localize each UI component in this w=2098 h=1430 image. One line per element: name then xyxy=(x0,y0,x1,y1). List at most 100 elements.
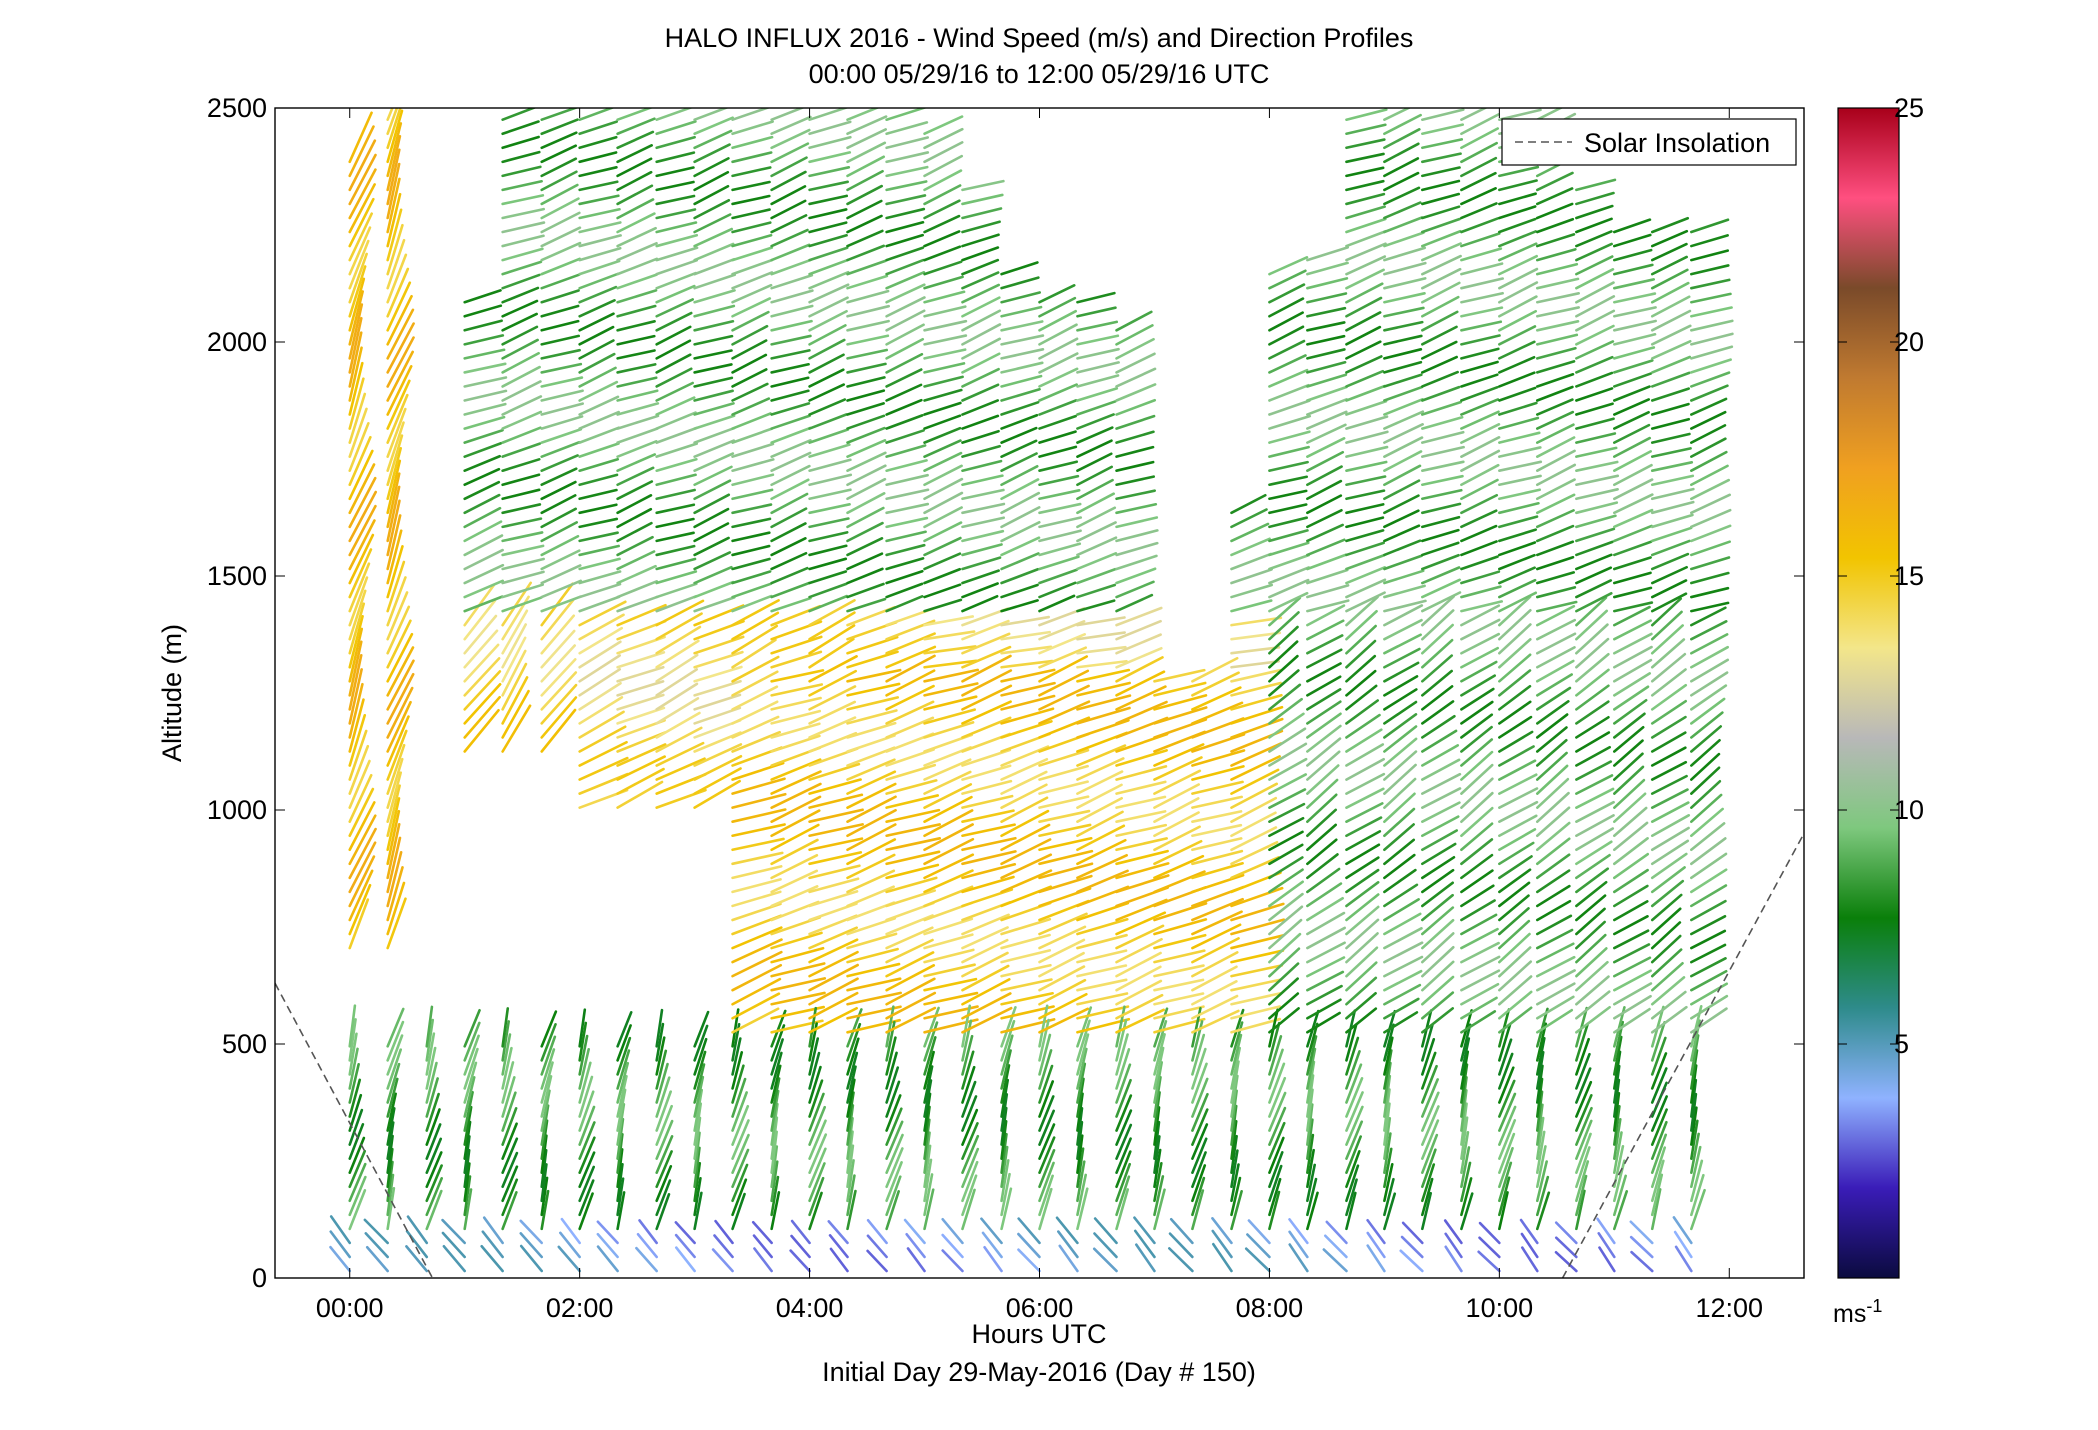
wind-barb xyxy=(1498,623,1532,655)
wind-barb xyxy=(1076,757,1125,781)
wind-barb xyxy=(693,349,733,360)
wind-barb xyxy=(1306,538,1346,557)
wind-barb xyxy=(1498,1038,1513,1076)
wind-barb xyxy=(885,368,923,388)
wind-barb xyxy=(1383,675,1419,697)
wind-barb xyxy=(1268,578,1310,599)
wind-barb xyxy=(616,334,656,346)
wind-barb xyxy=(1345,1023,1358,1062)
wind-barb xyxy=(578,380,619,402)
wind-barb xyxy=(693,304,736,318)
wind-barb xyxy=(348,562,371,613)
wind-barb xyxy=(386,529,403,585)
wind-barb xyxy=(578,246,622,262)
wind-barb xyxy=(693,1146,701,1189)
wind-barb xyxy=(923,169,963,192)
wind-barb xyxy=(1535,738,1568,767)
wind-barb xyxy=(578,1075,594,1118)
wind-barb xyxy=(1345,893,1380,922)
wind-barb xyxy=(1345,566,1387,585)
wind-barb xyxy=(1322,1248,1348,1273)
wind-barb xyxy=(770,1064,782,1104)
wind-barb xyxy=(1498,165,1540,178)
wind-barb xyxy=(348,682,364,739)
wind-barb xyxy=(1575,591,1613,613)
wind-barb xyxy=(578,410,620,430)
wind-barb xyxy=(1498,919,1531,950)
wind-barb xyxy=(1613,450,1652,473)
wind-barb xyxy=(1115,593,1154,613)
wind-barb xyxy=(923,230,961,248)
wind-barb xyxy=(1383,633,1422,655)
wind-barb xyxy=(616,320,656,332)
wind-barb xyxy=(1690,899,1727,922)
wind-barb xyxy=(1613,605,1651,627)
wind-barb xyxy=(1268,727,1307,753)
wind-barb xyxy=(1115,837,1168,852)
wind-barb xyxy=(1383,261,1427,276)
wind-barb xyxy=(1650,652,1687,683)
wind-barb xyxy=(1306,662,1342,683)
wind-barb xyxy=(1383,128,1421,150)
wind-barb xyxy=(961,654,1012,683)
wind-barb xyxy=(808,1119,827,1160)
wind-barb xyxy=(846,537,884,557)
wind-barb xyxy=(1268,625,1299,655)
wind-barb xyxy=(1575,609,1609,641)
wind-barb xyxy=(1460,750,1494,781)
wind-barb xyxy=(616,257,659,276)
wind-barb xyxy=(1383,1117,1392,1160)
wind-barb xyxy=(1191,910,1243,936)
wind-barb xyxy=(1306,1191,1319,1231)
wind-barb xyxy=(885,823,941,838)
wind-barb xyxy=(1421,370,1459,388)
wind-barb xyxy=(1000,1064,1011,1104)
wind-barb xyxy=(1000,520,1041,543)
wind-barb xyxy=(578,1061,592,1104)
wind-barb xyxy=(923,214,961,234)
wind-barb xyxy=(1345,179,1385,192)
wind-barb xyxy=(1038,430,1077,444)
wind-barb xyxy=(1115,633,1162,655)
wind-barb xyxy=(1383,157,1420,178)
wind-barb xyxy=(1421,295,1460,318)
wind-barb xyxy=(1575,814,1615,838)
wind-barb xyxy=(1690,633,1729,655)
wind-barb xyxy=(1498,309,1538,332)
wind-barb xyxy=(540,598,575,641)
wind-barb xyxy=(1629,1235,1654,1259)
solar-insolation-line xyxy=(1561,833,1804,1278)
wind-barb xyxy=(770,809,821,838)
wind-barb xyxy=(1421,623,1454,655)
wind-barb xyxy=(1345,445,1389,458)
wind-barb xyxy=(348,759,371,809)
wind-barb xyxy=(1383,1177,1395,1217)
wind-barb xyxy=(1535,1130,1546,1174)
wind-barb xyxy=(1115,1109,1133,1146)
wind-barb xyxy=(655,457,698,473)
wind-barb xyxy=(693,129,733,150)
wind-barb xyxy=(616,564,657,585)
y-axis-label: Altitude (m) xyxy=(157,624,187,762)
wind-barb xyxy=(1535,319,1580,332)
wind-barb xyxy=(578,654,621,683)
wind-barb xyxy=(1498,1161,1513,1203)
wind-barb xyxy=(1498,474,1542,487)
wind-barb xyxy=(923,645,977,655)
wind-barb xyxy=(616,144,653,164)
wind-barb xyxy=(808,599,856,627)
wind-barb xyxy=(482,1216,504,1245)
wind-barb xyxy=(1076,1173,1087,1217)
wind-barb xyxy=(1535,673,1573,697)
wind-barb xyxy=(1038,925,1087,950)
wind-barb xyxy=(1038,399,1078,416)
wind-barb xyxy=(386,881,406,936)
wind-barb xyxy=(1268,816,1305,838)
wind-barb xyxy=(578,458,620,473)
wind-barb xyxy=(846,141,887,164)
wind-barb xyxy=(693,439,736,458)
wind-barb xyxy=(1230,1060,1240,1104)
wind-barb xyxy=(655,1076,671,1118)
wind-barb xyxy=(1383,1147,1393,1189)
wind-barb xyxy=(578,531,619,543)
